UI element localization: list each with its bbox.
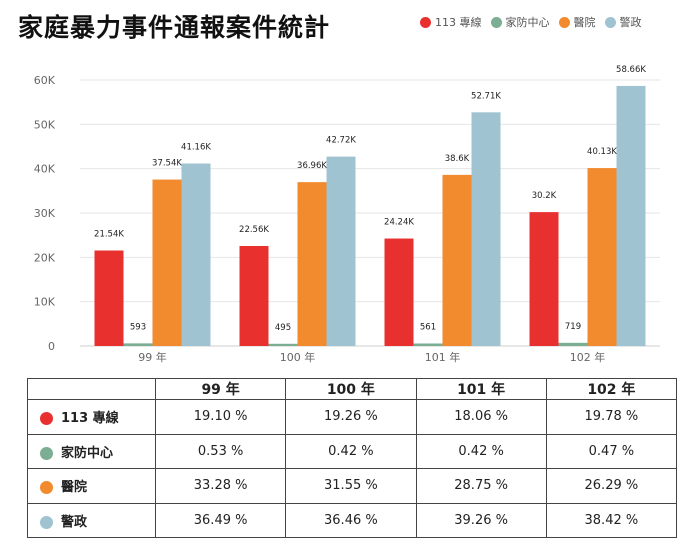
- bar: [94, 250, 124, 346]
- percentage-table: 99 年 100 年 101 年 102 年 113 專線 19.10 % 19…: [27, 378, 678, 538]
- table-cell: 0.47 %: [545, 433, 678, 469]
- data-label: 561: [420, 323, 436, 333]
- bar: [471, 112, 501, 346]
- data-label: 58.66K: [616, 65, 646, 75]
- bar: [384, 238, 414, 346]
- row-label: 113 專線: [61, 411, 119, 427]
- data-label: 42.72K: [326, 136, 356, 146]
- table-header-cell: 99 年: [154, 378, 287, 400]
- table-header-cell: 100 年: [285, 378, 417, 400]
- table-cell: 28.75 %: [415, 468, 547, 504]
- bar: [616, 85, 646, 346]
- table-cell: 19.26 %: [285, 399, 417, 435]
- bar: [442, 174, 472, 346]
- table-cell: 0.53 %: [154, 433, 287, 469]
- table-header-cell: 101 年: [415, 378, 547, 400]
- data-label: 37.54K: [152, 159, 182, 169]
- red-dot-icon: [40, 412, 53, 426]
- data-label: 41.16K: [181, 143, 211, 153]
- y-tick-label: 50K: [34, 118, 56, 131]
- table-row: 113 專線 19.10 % 19.26 % 18.06 % 19.78 %: [27, 399, 678, 435]
- row-label: 家防中心: [61, 445, 114, 461]
- bar: [268, 343, 298, 346]
- row-label: 醫院: [61, 480, 88, 496]
- legend-label: 家防中心: [505, 16, 550, 29]
- table-row: 家防中心 0.53 % 0.42 % 0.42 % 0.47 %: [27, 433, 678, 469]
- table-header-row: 99 年 100 年 101 年 102 年: [27, 378, 678, 400]
- table-cell: 36.49 %: [154, 502, 287, 538]
- legend-label: 醫院: [573, 16, 596, 29]
- legend-label: 113 專線: [435, 16, 482, 29]
- y-tick-label: 40K: [34, 163, 56, 176]
- legend-item-113: 113 專線: [420, 14, 482, 30]
- row-header: 家防中心: [27, 433, 156, 469]
- table-cell: 0.42 %: [285, 433, 417, 469]
- data-label: 22.56K: [239, 225, 269, 235]
- table-cell: 19.78 %: [545, 399, 678, 435]
- legend-item-family-center: 家防中心: [490, 14, 550, 30]
- data-label: 30.2K: [532, 191, 557, 201]
- x-tick-label: 101 年: [425, 350, 461, 364]
- row-label: 警政: [61, 514, 88, 530]
- y-tick-label: 20K: [34, 251, 56, 264]
- table-row: 醫院 33.28 % 31.55 % 28.75 % 26.29 %: [27, 468, 678, 504]
- data-label: 38.6K: [445, 154, 470, 164]
- bar: [529, 212, 559, 346]
- data-label: 52.71K: [471, 91, 501, 101]
- legend-dot-icon: [558, 16, 570, 28]
- legend-label: 警政: [619, 16, 642, 29]
- data-label: 21.54K: [94, 230, 124, 240]
- x-tick-label: 100 年: [280, 350, 316, 364]
- orange-dot-icon: [40, 481, 53, 495]
- chart-legend: 113 專線 家防中心 醫院 警政: [420, 14, 695, 30]
- table-cell: 26.29 %: [545, 468, 678, 504]
- table-corner-cell: [27, 378, 156, 400]
- green-dot-icon: [40, 446, 53, 460]
- bar: [239, 245, 269, 346]
- legend-dot-icon: [420, 16, 431, 28]
- y-tick-label: 30K: [34, 207, 56, 220]
- row-header: 醫院: [27, 468, 156, 504]
- legend-item-hospital: 醫院: [558, 14, 596, 30]
- table-cell: 36.46 %: [285, 502, 417, 538]
- table-cell: 0.42 %: [415, 433, 547, 469]
- bar: [123, 343, 153, 346]
- bar: [297, 182, 327, 346]
- data-label: 719: [565, 322, 581, 332]
- data-label: 40.13K: [587, 147, 617, 157]
- table-cell: 39.26 %: [415, 502, 547, 538]
- table-cell: 18.06 %: [415, 399, 547, 435]
- y-tick-label: 60K: [34, 74, 56, 87]
- table-row: 警政 36.49 % 36.46 % 39.26 % 38.42 %: [27, 502, 678, 538]
- legend-item-police: 警政: [604, 14, 642, 30]
- bar: [181, 163, 211, 346]
- table-cell: 38.42 %: [545, 502, 678, 538]
- y-tick-label: 0: [48, 340, 55, 353]
- row-header: 113 專線: [27, 399, 156, 435]
- legend-dot-icon: [490, 16, 502, 28]
- bar-chart: 0 10K 20K 30K 40K 50K 60K 21.54K 593 37.54K 41.16K…: [34, 65, 660, 364]
- x-tick-label: 102 年: [570, 350, 606, 364]
- blue-dot-icon: [40, 515, 53, 529]
- bar: [152, 179, 182, 346]
- x-tick-label: 99 年: [138, 350, 167, 364]
- data-label: 495: [275, 323, 291, 333]
- bar: [413, 343, 443, 346]
- data-label: 36.96K: [297, 161, 327, 171]
- table-cell: 19.10 %: [154, 399, 287, 435]
- y-tick-label: 10K: [34, 296, 56, 309]
- data-label: 24.24K: [384, 218, 414, 228]
- table-cell: 33.28 %: [154, 468, 287, 504]
- bar: [587, 168, 617, 346]
- table-header-cell: 102 年: [545, 378, 678, 400]
- data-label: 593: [130, 322, 146, 332]
- table-cell: 31.55 %: [285, 468, 417, 504]
- row-header: 警政: [27, 502, 156, 538]
- chart-title: 家庭暴力事件通報案件統計: [18, 13, 331, 42]
- bar: [558, 342, 588, 346]
- bar: [326, 156, 356, 346]
- legend-dot-icon: [604, 16, 616, 28]
